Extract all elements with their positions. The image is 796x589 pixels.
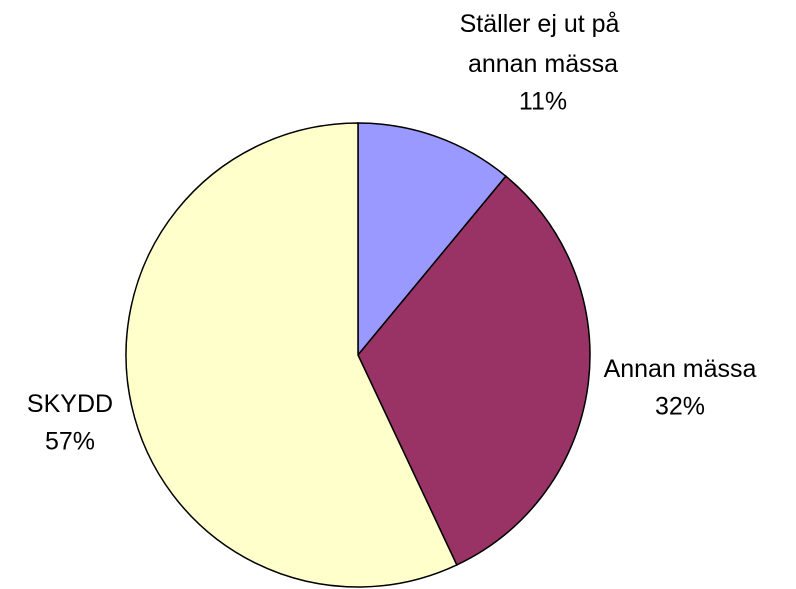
pie-slice	[357, 175, 591, 566]
slice-value-label: 32%	[655, 393, 705, 421]
slice-label: SKYDD	[27, 390, 113, 418]
slice-label: Ställer ej ut på annan mässa	[460, 10, 627, 78]
pie-slice	[125, 122, 458, 588]
pie-slice	[357, 122, 507, 358]
slice-label: Annan mässa	[604, 355, 757, 383]
slice-value-label: 11%	[519, 88, 567, 116]
slice-value-label: 57%	[45, 428, 95, 456]
